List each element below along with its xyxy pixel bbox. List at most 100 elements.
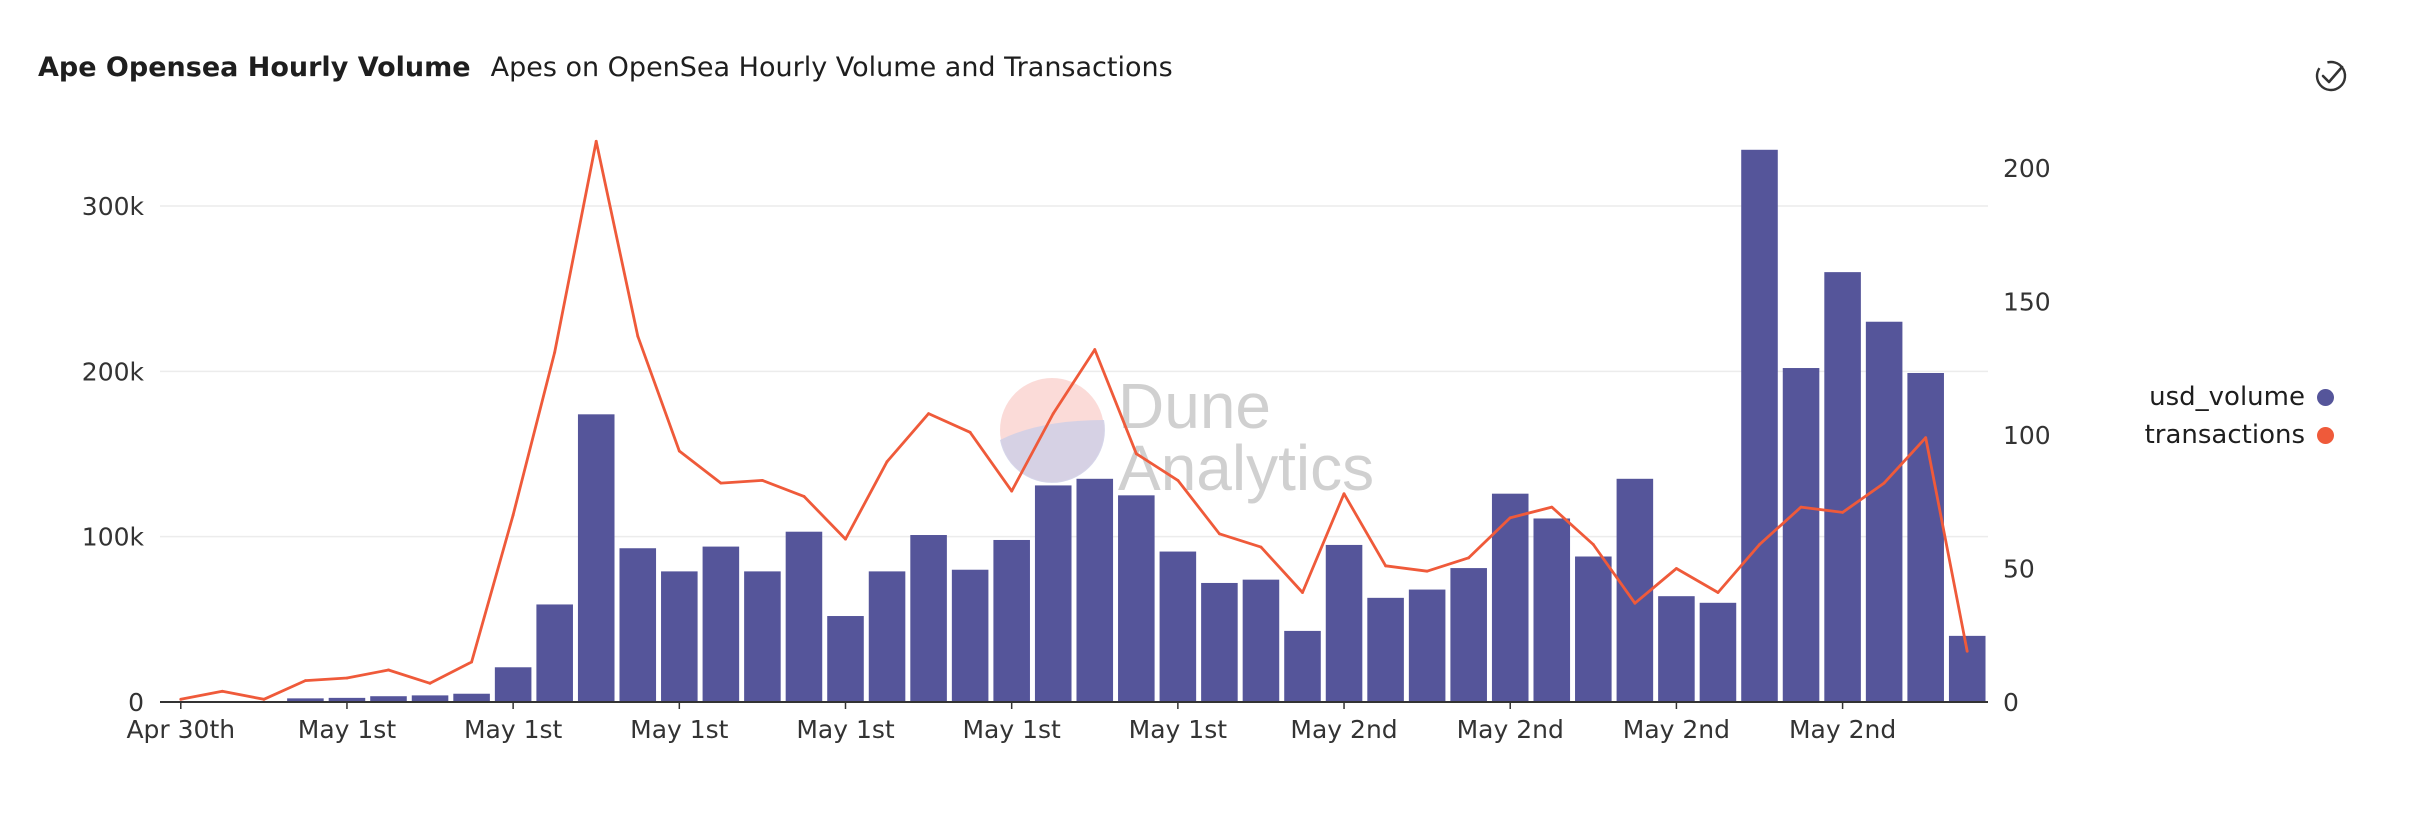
transactions-point <box>1218 532 1221 536</box>
volume-bar <box>1865 321 1903 702</box>
watermark-logo-lower <box>1000 420 1105 483</box>
transactions-point <box>968 430 972 434</box>
volume-bar <box>536 604 573 702</box>
transactions-point <box>1675 567 1678 570</box>
legend-label-transactions: transactions <box>2144 420 2305 450</box>
transactions-point <box>511 513 515 517</box>
transactions-point <box>428 681 432 685</box>
volume-bar <box>1325 544 1363 702</box>
transactions-point <box>470 660 473 664</box>
chart-subtitle: Apes on OpenSea Hourly Volume and Transa… <box>490 52 1173 83</box>
volume-bar <box>619 548 657 702</box>
y-right-tick-label: 200 <box>2003 154 2051 183</box>
transactions-point <box>1550 505 1554 509</box>
transactions-point <box>1716 591 1720 594</box>
transactions-point <box>1176 478 1180 482</box>
volume-bar <box>1367 597 1404 702</box>
transactions-point <box>761 478 764 482</box>
volume-bar <box>744 571 781 702</box>
transactions-point <box>304 679 307 683</box>
transactions-point <box>1425 569 1429 573</box>
x-tick-label: May 2nd <box>1457 715 1564 744</box>
x-tick-label: Apr 30th <box>126 715 235 744</box>
volume-bar <box>1616 478 1654 702</box>
transactions-point <box>1467 556 1471 560</box>
transactions-point <box>1508 516 1512 520</box>
volume-bar <box>1118 495 1155 702</box>
volume-bar <box>370 696 407 702</box>
transactions-point <box>1384 564 1387 568</box>
transactions-point <box>220 689 224 693</box>
transactions-point <box>1259 545 1263 549</box>
volume-bar <box>1741 149 1778 702</box>
transactions-point <box>677 449 681 453</box>
volume-bar <box>827 616 864 702</box>
x-tick-label: May 2nd <box>1290 715 1397 744</box>
query-title: Ape Opensea Hourly Volume <box>38 52 471 83</box>
transactions-point <box>1882 481 1886 485</box>
volume-bar <box>1284 630 1321 702</box>
volume-bar <box>1242 579 1280 702</box>
transactions-point <box>1965 649 1969 653</box>
transactions-point <box>1633 601 1637 605</box>
x-tick-label: May 1st <box>630 715 729 744</box>
legend-dot-usd-volume <box>2317 388 2334 406</box>
transactions-point <box>719 481 723 485</box>
watermark-line1: Dune <box>1118 370 1271 442</box>
y-right-tick-label: 50 <box>2003 555 2035 584</box>
transactions-point <box>1799 505 1803 509</box>
volume-bar <box>661 571 698 702</box>
transactions-point <box>1134 452 1138 456</box>
transactions-point <box>387 668 390 672</box>
volume-bar <box>1034 485 1072 702</box>
x-tick-label: May 1st <box>1129 715 1228 744</box>
x-tick-label: May 2nd <box>1623 715 1730 744</box>
transactions-point <box>1342 492 1346 496</box>
volume-bar <box>1824 272 1861 702</box>
transactions-point <box>1010 489 1014 493</box>
volume-bar <box>785 531 823 702</box>
legend-item-transactions[interactable]: transactions <box>2145 420 2334 450</box>
check-badge-icon[interactable] <box>2313 58 2349 94</box>
volume-bar <box>1782 368 1820 702</box>
transactions-point <box>1051 412 1055 416</box>
volume-bar <box>993 539 1030 702</box>
volume-bar <box>1201 582 1238 702</box>
volume-bar <box>910 535 947 702</box>
y-left-tick-label: 0 <box>128 688 144 717</box>
transactions-point <box>1924 436 1928 440</box>
volume-bar <box>1699 602 1737 702</box>
y-right-tick-label: 150 <box>2003 288 2051 317</box>
volume-bar <box>1907 372 1944 702</box>
legend-item-usd-volume[interactable]: usd_volume <box>2149 382 2334 412</box>
y-left-tick-label: 200k <box>82 357 145 386</box>
transactions-point <box>594 139 598 143</box>
transactions-point <box>553 350 557 354</box>
volume-bar <box>951 569 989 702</box>
volume-bar <box>287 698 324 702</box>
transactions-point <box>262 697 266 701</box>
volume-bar <box>868 571 906 702</box>
legend-label-usd-volume: usd_volume <box>2149 382 2305 412</box>
volume-bar <box>1159 551 1197 702</box>
volume-bar <box>1408 589 1446 702</box>
volume-bar <box>328 697 366 702</box>
legend-dot-transactions <box>2317 426 2334 444</box>
x-tick-label: May 1st <box>796 715 895 744</box>
transactions-point <box>1301 591 1304 594</box>
x-tick-label: May 1st <box>298 715 397 744</box>
transactions-point <box>1758 543 1761 546</box>
transactions-point <box>844 537 847 541</box>
transactions-point <box>1841 511 1844 514</box>
y-right-tick-label: 0 <box>2003 688 2019 717</box>
dune-watermark: Dune Analytics <box>1000 370 1374 504</box>
volume-bar <box>411 695 449 702</box>
y-left-tick-label: 300k <box>82 192 145 221</box>
volume-bar <box>1533 518 1571 702</box>
transactions-line <box>180 139 1969 701</box>
transactions-point <box>885 460 889 464</box>
chart-header: Ape Opensea Hourly Volume Apes on OpenSe… <box>38 52 1173 83</box>
volume-bar <box>1076 478 1114 702</box>
chart-legend: usd_volume transactions <box>2145 382 2334 450</box>
